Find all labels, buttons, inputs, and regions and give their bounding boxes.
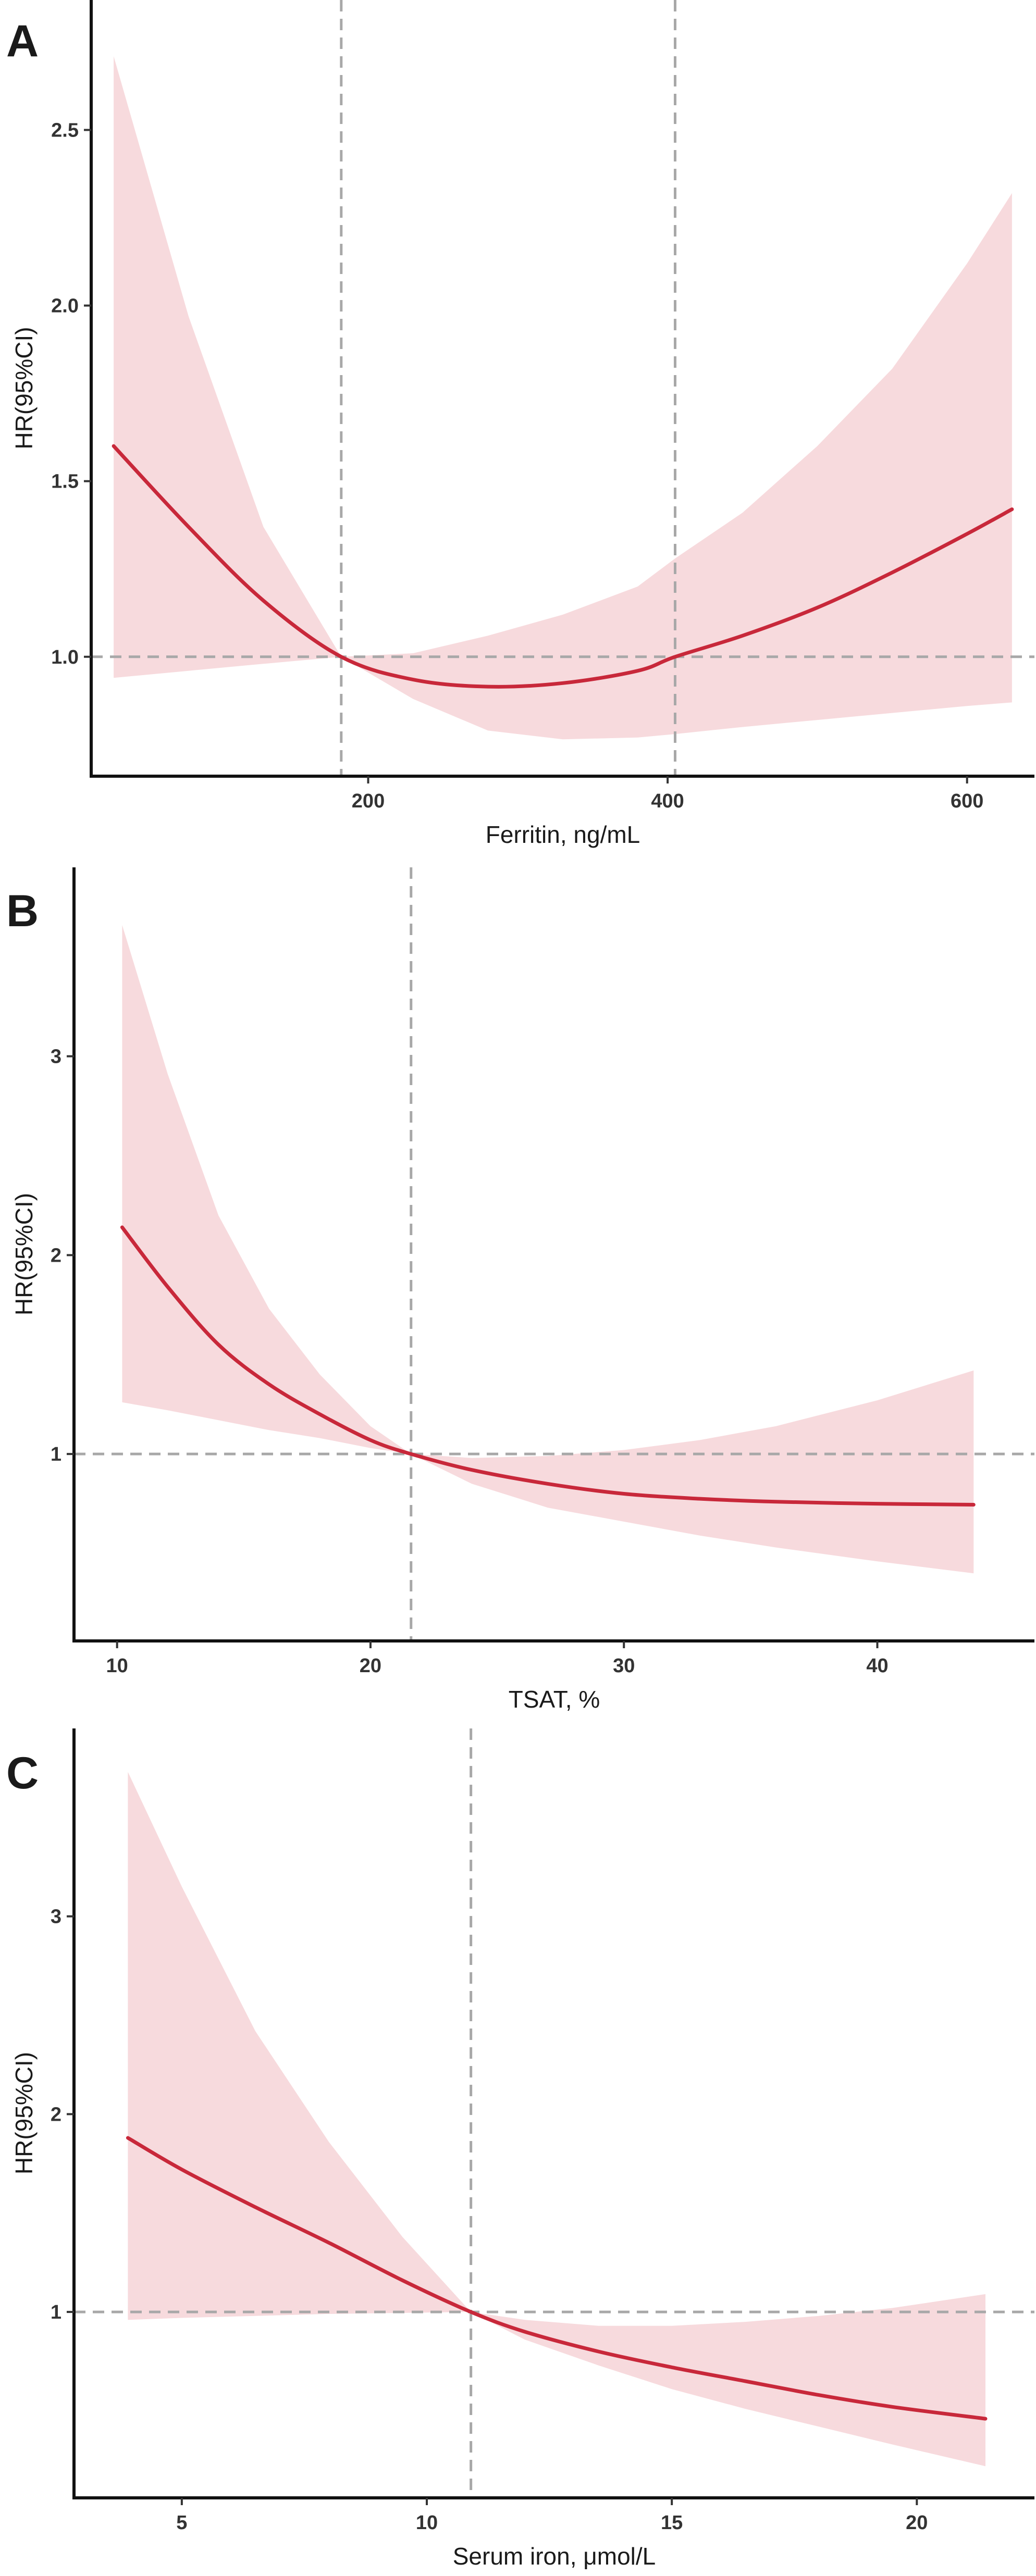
- y-axis-title: HR(95%CI): [10, 2052, 38, 2174]
- hr-curve: [120, 1225, 976, 1507]
- y-tick-label: 1: [51, 1443, 61, 1465]
- y-tick-label: 1.5: [51, 471, 79, 493]
- y-axis-title: HR(95%CI): [10, 327, 38, 449]
- x-tick-label: 10: [106, 1655, 128, 1677]
- x-tick-label: 200: [352, 790, 385, 812]
- hr-curve: [112, 444, 1014, 689]
- x-tick-label: 10: [416, 2512, 438, 2534]
- x-tick-label: 5: [176, 2512, 187, 2534]
- y-axis-title: HR(95%CI): [10, 1193, 38, 1315]
- y-tick-label: 1: [51, 2301, 61, 2323]
- panel-label: A: [6, 16, 39, 66]
- confidence-band: [122, 925, 974, 1574]
- panel-label: C: [6, 1748, 39, 1798]
- chart-panel-b: 10 20 30 40 1 2 3 TSAT, % HR(95%CI) B: [6, 867, 1034, 1713]
- y-tick-label: 2.0: [51, 295, 79, 317]
- x-tick-label: 600: [951, 790, 983, 812]
- chart-panel-a: 200 400 600 1.0 1.5 2.0 2.5 Ferritin, ng/mL HR(9…: [6, 0, 1034, 848]
- y-tick-label: 1.0: [51, 646, 79, 668]
- x-tick-label: 40: [866, 1655, 888, 1677]
- panel-label: B: [6, 886, 39, 936]
- x-axis-title: Serum iron, μmol/L: [453, 2543, 656, 2570]
- y-tick-label: 2: [51, 1245, 61, 1266]
- x-tick-label: 20: [360, 1655, 381, 1677]
- x-axis-title: Ferritin, ng/mL: [486, 821, 640, 848]
- confidence-band: [114, 56, 1012, 740]
- confidence-band: [128, 1772, 985, 2467]
- chart-panel-c: 5 10 15 20 1 2 3 Serum iron, μmol/L HR(95%CI) C: [6, 1728, 1034, 2570]
- hr-curve: [126, 2136, 988, 2421]
- x-tick-label: 15: [661, 2512, 683, 2534]
- y-tick-label: 3: [51, 1046, 61, 1068]
- y-tick-label: 2: [51, 2104, 61, 2125]
- x-axis-title: TSAT, %: [509, 1686, 600, 1713]
- x-tick-label: 20: [906, 2512, 928, 2534]
- y-tick-label: 2.5: [51, 119, 79, 141]
- y-tick-label: 3: [51, 1906, 61, 1928]
- x-tick-label: 400: [651, 790, 684, 812]
- x-tick-label: 30: [613, 1655, 635, 1677]
